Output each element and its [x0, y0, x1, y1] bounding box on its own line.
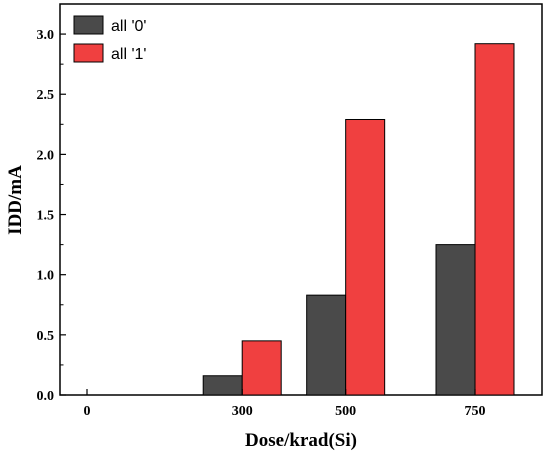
- y-tick-label: 0.0: [37, 389, 55, 404]
- legend-label-series-0: all '0': [111, 18, 146, 35]
- bar-series-0: [202, 375, 243, 396]
- x-tick-label: 0: [84, 404, 91, 419]
- plot-frame: [59, 3, 543, 396]
- y-tick-label: 1.5: [37, 209, 55, 224]
- legend-swatch-series-1: [73, 43, 104, 63]
- y-tick-label: 2.0: [37, 148, 55, 163]
- x-tick-label: 500: [335, 404, 356, 419]
- y-tick-label: 3.0: [37, 28, 55, 43]
- legend: all '0' all '1': [73, 15, 146, 63]
- y-tick-label: 1.0: [37, 269, 55, 284]
- y-tick-label: 2.5: [37, 88, 55, 103]
- bar-series-1: [241, 340, 282, 396]
- bars-layer: [202, 43, 515, 396]
- y-axis-ticks: 0.0 0.5 1.0 1.5 2.0 2.5 3.0: [37, 28, 66, 404]
- bar-series-1: [474, 43, 515, 396]
- bar-series-0: [435, 244, 476, 396]
- bar-series-0: [306, 294, 347, 396]
- x-tick-label: 300: [232, 404, 253, 419]
- y-axis-title: IDD/mA: [5, 165, 26, 235]
- x-tick-label: 750: [465, 404, 486, 419]
- legend-label-series-1: all '1': [111, 46, 146, 63]
- bar-series-1: [345, 118, 386, 396]
- legend-swatch-series-0: [73, 15, 104, 35]
- x-axis-ticks: 0 300 500 750: [84, 389, 486, 419]
- y-tick-label: 0.5: [37, 329, 55, 344]
- x-axis-title: Dose/krad(Si): [245, 430, 357, 451]
